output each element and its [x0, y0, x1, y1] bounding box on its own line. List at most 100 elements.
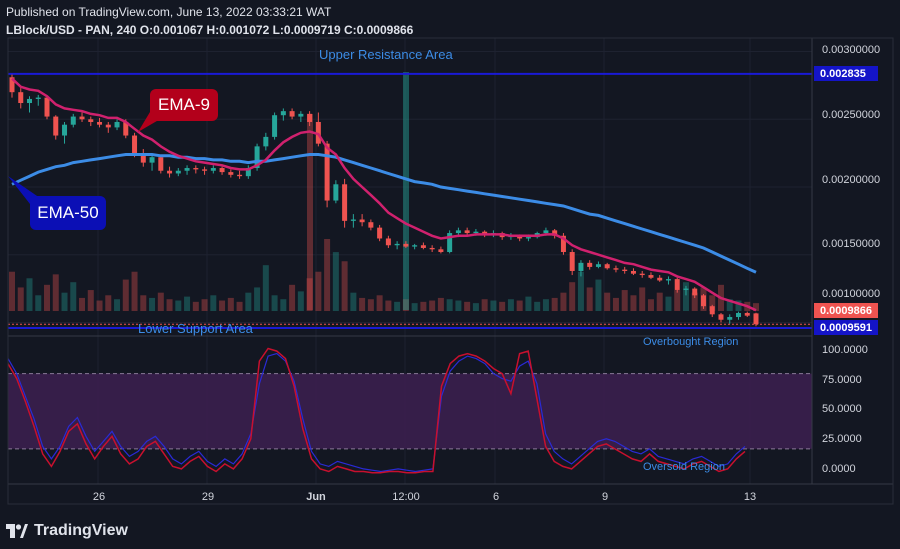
tradingview-wordmark: TradingView	[34, 522, 128, 539]
candle-body	[105, 124, 111, 128]
candle-body	[368, 222, 374, 228]
volume-bar	[612, 297, 619, 311]
candle-body	[254, 146, 260, 169]
candle-body	[709, 306, 715, 315]
volume-bar	[411, 303, 418, 311]
volume-bar	[332, 252, 339, 311]
candle-body	[543, 230, 549, 234]
volume-bar	[402, 299, 409, 311]
candle-body	[604, 264, 610, 269]
volume-bar	[551, 297, 558, 311]
candle-body	[560, 235, 566, 253]
volume-bar	[262, 265, 269, 311]
volume-bar	[271, 295, 278, 311]
time-tick-label: 26	[92, 491, 106, 503]
volume-bar	[604, 292, 611, 311]
volume-bar	[534, 301, 541, 311]
volume-bar	[472, 303, 479, 311]
candle-body	[123, 121, 129, 136]
volume-bar	[44, 284, 51, 311]
grid-lines	[8, 38, 812, 484]
volume-bar	[157, 292, 164, 311]
tradingview-brand[interactable]: TradingView	[6, 520, 128, 542]
symbol-ohlc-line: LBlock/USD - PAN, 240 O:0.001067 H:0.001…	[6, 23, 414, 37]
volume-bar	[175, 300, 182, 311]
candle-body	[429, 247, 435, 250]
candle-body	[359, 219, 365, 223]
volume-bar	[236, 301, 243, 311]
published-line: Published on TradingView.com, June 13, 2…	[6, 5, 332, 19]
candle-body	[307, 113, 313, 122]
oscillator-lines	[7, 347, 746, 474]
candle-body	[727, 317, 733, 320]
volume-bar	[726, 299, 733, 311]
candle-body	[342, 184, 348, 221]
volume-bar	[753, 303, 759, 311]
time-tick-label: 13	[743, 491, 757, 503]
volume-bar	[481, 299, 488, 311]
candle-body	[324, 143, 330, 201]
candle-body	[569, 252, 575, 271]
candle-body	[587, 262, 593, 267]
time-tick-label: 29	[201, 491, 215, 503]
candle-body	[578, 262, 584, 271]
price-tick-label: 0.00200000	[822, 174, 881, 186]
candle-body	[613, 268, 619, 270]
volume-bar	[446, 299, 453, 311]
candle-body	[333, 184, 339, 201]
ema9-callout: EMA-9	[150, 89, 218, 121]
candle-body	[245, 168, 251, 177]
tradingview-logo-icon	[6, 524, 28, 538]
ema50-line	[11, 153, 757, 274]
candle-body	[394, 243, 400, 246]
frame	[7, 37, 894, 505]
candle-body	[9, 77, 15, 93]
chart-frame	[7, 37, 894, 505]
volume-bar	[131, 271, 138, 311]
candle-body	[228, 172, 234, 175]
volume-bar	[166, 299, 173, 311]
volume-bar	[140, 295, 147, 311]
candle-body	[315, 121, 321, 144]
volume-bar	[735, 300, 742, 311]
price-tick-label: 0.00150000	[822, 238, 881, 250]
overbought-label: Overbought Region	[643, 336, 739, 348]
volume-bar	[201, 299, 208, 311]
price-tick-label: 0.00300000	[822, 44, 881, 56]
oscillator-band-fill	[8, 373, 812, 449]
oscillator-band	[8, 373, 812, 450]
volume-bar	[394, 301, 401, 311]
candle-body	[219, 168, 225, 173]
volume-bar	[359, 297, 366, 311]
candle-body	[657, 277, 663, 281]
time-tick-label: 12:00	[392, 491, 420, 503]
candle-body	[70, 116, 76, 125]
candles	[9, 74, 759, 327]
volume-bar	[122, 279, 129, 311]
volume-spike-bar	[307, 114, 313, 310]
volume-bar	[656, 292, 663, 311]
volume-bar	[61, 292, 68, 311]
volume-bar	[639, 287, 646, 311]
time-tick-label: 9	[601, 491, 609, 503]
volume-bar	[324, 239, 331, 311]
candle-body	[140, 153, 146, 163]
candle-body	[595, 264, 601, 267]
candle-body	[674, 279, 680, 290]
candle-body	[639, 273, 645, 276]
candle-body	[202, 169, 208, 171]
last-price-tag: 0.0009866	[814, 303, 878, 318]
volume-bar	[280, 299, 287, 311]
volume-bar	[709, 295, 716, 311]
volume-bar	[455, 300, 462, 311]
price-tick-label: 0.00100000	[822, 288, 881, 300]
volume-bar	[525, 296, 532, 311]
upper-resistance-label: Upper Resistance Area	[319, 47, 453, 62]
candle-body	[665, 279, 671, 281]
candle-body	[377, 227, 383, 239]
candle-body	[237, 174, 243, 177]
candle-body	[455, 230, 461, 234]
candle-body	[97, 121, 103, 125]
volume-spike-bar	[403, 72, 409, 310]
volume-bar	[367, 299, 374, 311]
